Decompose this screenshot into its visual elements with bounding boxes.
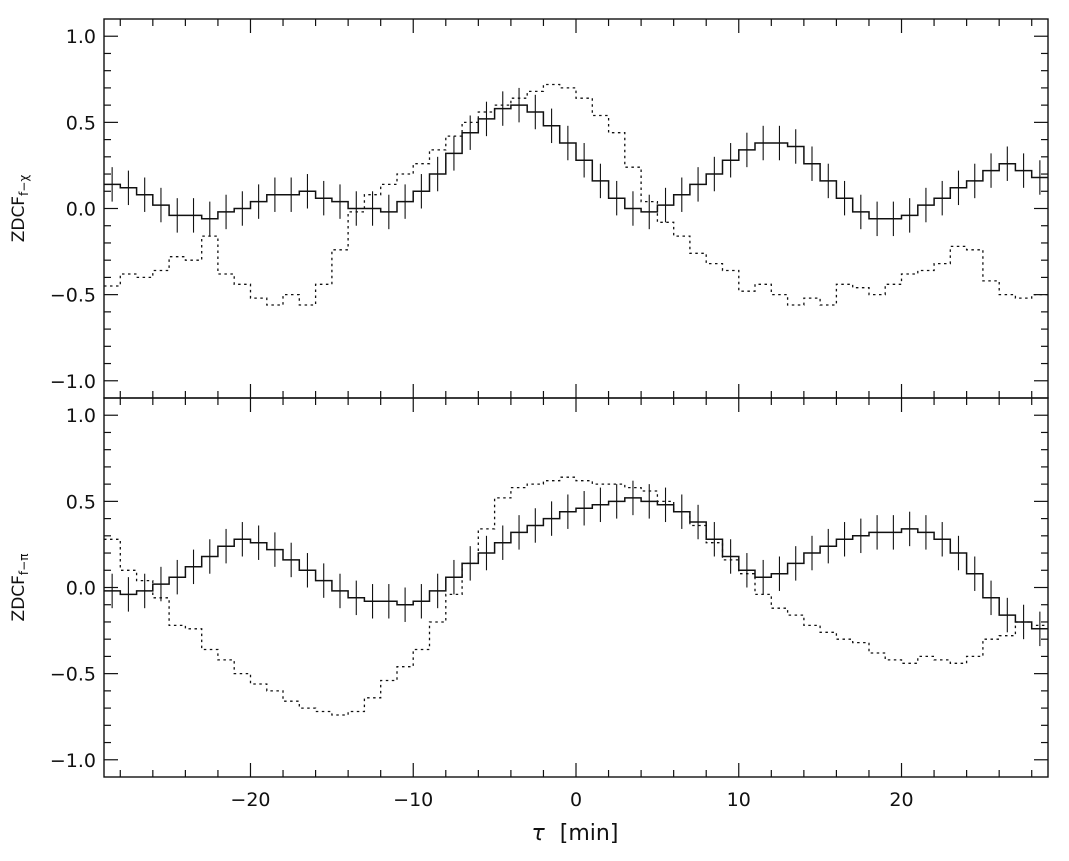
x-axis-symbol: τ [532,821,546,846]
y-tick-label: −1.0 [50,750,96,772]
plot-area [104,476,1048,716]
y-tick-label: 0.5 [66,491,96,513]
dotted-series-line [104,83,1048,306]
y-axis-title-subscript: f−χ [17,175,31,196]
y-axis-title-main: ZDCF [9,196,29,242]
x-axis: −20 −10 0 10 20 [230,789,913,811]
x-tick-label: 0 [570,789,582,811]
y-tick-label: 0.5 [66,112,96,134]
solid-series-line [104,497,1048,630]
y-axis-title-subscript: f−π [17,554,31,576]
x-tick-label: −10 [393,789,433,811]
y-axis-title: ZDCFf−π [9,554,31,622]
plot-frame [103,397,1049,778]
dotted-series-line [104,476,1048,716]
y-tick-label: −0.5 [50,285,96,307]
panel-bottom: 1.0 0.5 0.0 −0.5 −1.0 ZDCFf−π [9,397,1049,778]
x-tick-label: 20 [889,789,913,811]
y-tick-label: 1.0 [66,405,96,427]
plot-area [104,83,1048,306]
y-axis-title-main: ZDCF [9,575,29,621]
x-tick-label: 10 [727,789,751,811]
y-tick-label: 0.0 [66,199,96,221]
y-tick-label: 0.0 [66,578,96,600]
y-tick-label: −0.5 [50,664,96,686]
y-tick-label: 1.0 [66,26,96,48]
x-tick-label: −20 [230,789,270,811]
x-axis-unit: [min] [560,821,619,846]
y-tick-label: −1.0 [50,371,96,393]
x-axis-title: τ [min] [532,821,619,846]
panel-top: 1.0 0.5 0.0 −0.5 −1.0 ZDCFf−χ [9,18,1049,399]
y-axis-title: ZDCFf−χ [9,175,31,243]
solid-series-line [104,104,1048,220]
